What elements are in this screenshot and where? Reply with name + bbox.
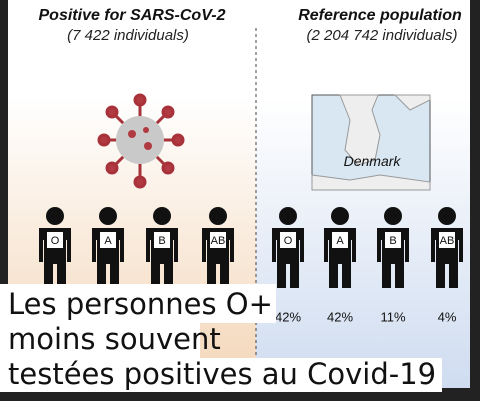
virus-icon	[97, 93, 185, 189]
person-icon: A	[324, 207, 356, 288]
left-subtitle: (7 422 individuals)	[67, 27, 189, 44]
head	[279, 207, 297, 225]
person-icon: B	[146, 207, 178, 288]
head	[99, 207, 117, 225]
percentage: 42%	[275, 309, 301, 324]
person-icon: A	[92, 207, 124, 288]
right-panel	[256, 0, 470, 388]
head	[384, 207, 402, 225]
person-icon: O	[39, 207, 71, 288]
label-box	[385, 232, 401, 248]
label-box	[280, 232, 296, 248]
blood-group: O	[51, 235, 60, 247]
label-box	[47, 232, 63, 248]
percentage: 11%	[380, 309, 405, 324]
person-icon: AB	[202, 207, 234, 288]
caption-line: testées positives au Covid-19	[8, 357, 436, 391]
caption-box	[0, 358, 442, 392]
caption: Les personnes O+ moins souvent testées p…	[0, 284, 442, 392]
blood-group: AB	[440, 235, 455, 247]
head	[153, 207, 171, 225]
label-box	[439, 232, 455, 248]
person-icon: O	[272, 207, 304, 288]
head	[46, 207, 64, 225]
label-box	[100, 232, 116, 248]
label-box	[332, 232, 348, 248]
head	[331, 207, 349, 225]
caption-box	[0, 323, 200, 358]
caption-line: moins souvent	[8, 322, 221, 356]
blood-group: O	[284, 235, 293, 247]
head	[209, 207, 227, 225]
map-label: Denmark	[344, 153, 402, 169]
left-title: Positive for SARS-CoV-2	[39, 7, 226, 24]
caption-box	[0, 284, 276, 323]
blood-group: A	[104, 235, 112, 247]
head	[438, 207, 456, 225]
person-icon: AB	[431, 207, 463, 288]
map: Denmark	[311, 94, 431, 191]
right-subtitle: (2 204 742 individuals)	[307, 27, 458, 44]
blood-group: B	[389, 235, 396, 247]
label-box	[154, 232, 170, 248]
right-title: Reference population	[298, 7, 462, 24]
label-box	[210, 232, 226, 248]
blood-group: B	[158, 235, 165, 247]
percentage: 4%	[438, 309, 457, 324]
caption-line: Les personnes O+	[8, 287, 273, 321]
percentage: 42%	[327, 309, 353, 324]
blood-group: A	[336, 235, 344, 247]
blood-group: AB	[211, 235, 226, 247]
person-icon: B	[377, 207, 409, 288]
